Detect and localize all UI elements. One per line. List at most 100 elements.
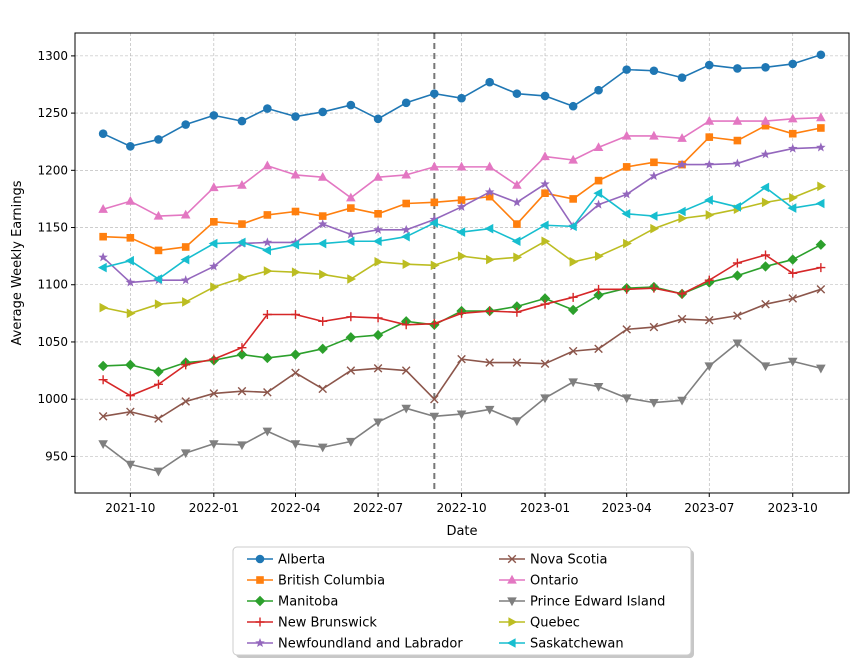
data-point (594, 284, 604, 294)
data-point (704, 275, 714, 285)
data-point (594, 85, 603, 95)
data-point (262, 160, 273, 170)
data-point (238, 220, 246, 228)
data-point (153, 379, 163, 389)
data-point (593, 199, 604, 209)
data-point (816, 112, 826, 122)
data-point (456, 227, 466, 237)
data-point (704, 362, 715, 372)
data-point (789, 192, 798, 203)
data-point (512, 417, 522, 427)
data-point (98, 412, 108, 421)
x-tick-label: 2023-10 (768, 501, 818, 515)
data-point (540, 179, 550, 189)
data-point (568, 378, 578, 388)
data-point (539, 293, 551, 304)
legend-label: Ontario (530, 574, 578, 589)
data-point (486, 254, 495, 265)
data-point (787, 143, 798, 153)
data-point (787, 357, 798, 367)
y-tick-label: 1200 (37, 163, 68, 177)
data-point (209, 182, 219, 192)
data-point (569, 257, 579, 267)
data-point (263, 266, 273, 276)
data-point (125, 460, 136, 470)
data-point (237, 441, 247, 451)
data-point (457, 354, 466, 364)
data-point (430, 260, 440, 271)
data-point (732, 258, 742, 268)
data-point (732, 339, 743, 349)
data-point (788, 59, 798, 69)
data-point (429, 412, 440, 422)
data-point (181, 397, 190, 406)
data-point (236, 349, 248, 360)
data-point (373, 114, 383, 124)
legend-item: New Brunswick (247, 616, 377, 631)
data-point (513, 252, 523, 263)
data-point (318, 107, 328, 117)
legend-marker (506, 638, 516, 648)
data-point (593, 289, 604, 301)
data-point (540, 359, 550, 368)
data-point (291, 368, 300, 378)
data-point (511, 236, 521, 247)
data-point (317, 443, 328, 453)
data-point (180, 275, 191, 285)
legend-marker (254, 595, 266, 607)
data-point (816, 142, 826, 152)
x-tick-label: 2023-04 (602, 501, 652, 515)
data-point (401, 366, 411, 375)
data-point (761, 299, 770, 309)
legend-item: Alberta (247, 553, 325, 568)
data-point (373, 418, 383, 428)
data-point (817, 181, 827, 192)
data-point (593, 142, 604, 152)
data-point (153, 274, 163, 284)
data-point (622, 65, 631, 74)
data-point (125, 196, 136, 205)
y-axis-ticks: 950 1000 1050 1100 1150 1200 1250 1300 (37, 49, 75, 463)
legend-box (232, 546, 692, 656)
legend-item: Prince Edward Island (499, 595, 665, 610)
data-point (182, 297, 191, 307)
data-point (210, 282, 220, 292)
data-point (126, 308, 136, 319)
data-point (373, 171, 383, 181)
x-tick-label: 2022-04 (270, 501, 320, 515)
data-point (761, 250, 771, 260)
data-point (816, 285, 826, 294)
data-point (237, 343, 247, 353)
data-point (210, 218, 218, 226)
x-axis-ticks: 2021-10 2022-01 2022-04 2022-07 2022-10 2023-… (105, 493, 818, 515)
data-point (126, 234, 135, 242)
data-point (290, 239, 300, 250)
data-point (705, 133, 714, 141)
data-point (541, 236, 551, 247)
data-point (209, 440, 219, 449)
data-point (347, 274, 357, 284)
data-point (594, 251, 604, 261)
data-point (513, 220, 521, 228)
legend-label: Quebec (530, 616, 580, 631)
data-point (262, 245, 271, 256)
data-point (346, 100, 356, 110)
data-point (180, 254, 190, 265)
data-point (788, 129, 797, 138)
data-point (621, 208, 631, 219)
legend-item: Newfoundland and Labrador (247, 637, 463, 652)
data-point (594, 176, 603, 185)
data-point (649, 66, 659, 76)
data-point (677, 396, 687, 406)
data-point (97, 262, 107, 273)
data-point (621, 394, 632, 404)
data-point (99, 232, 107, 241)
data-point (401, 98, 411, 108)
data-point (760, 149, 771, 159)
data-point (512, 197, 522, 207)
data-point (569, 195, 577, 203)
data-point (347, 204, 355, 212)
data-point (484, 161, 495, 171)
data-point (540, 151, 550, 161)
data-point (98, 129, 108, 138)
